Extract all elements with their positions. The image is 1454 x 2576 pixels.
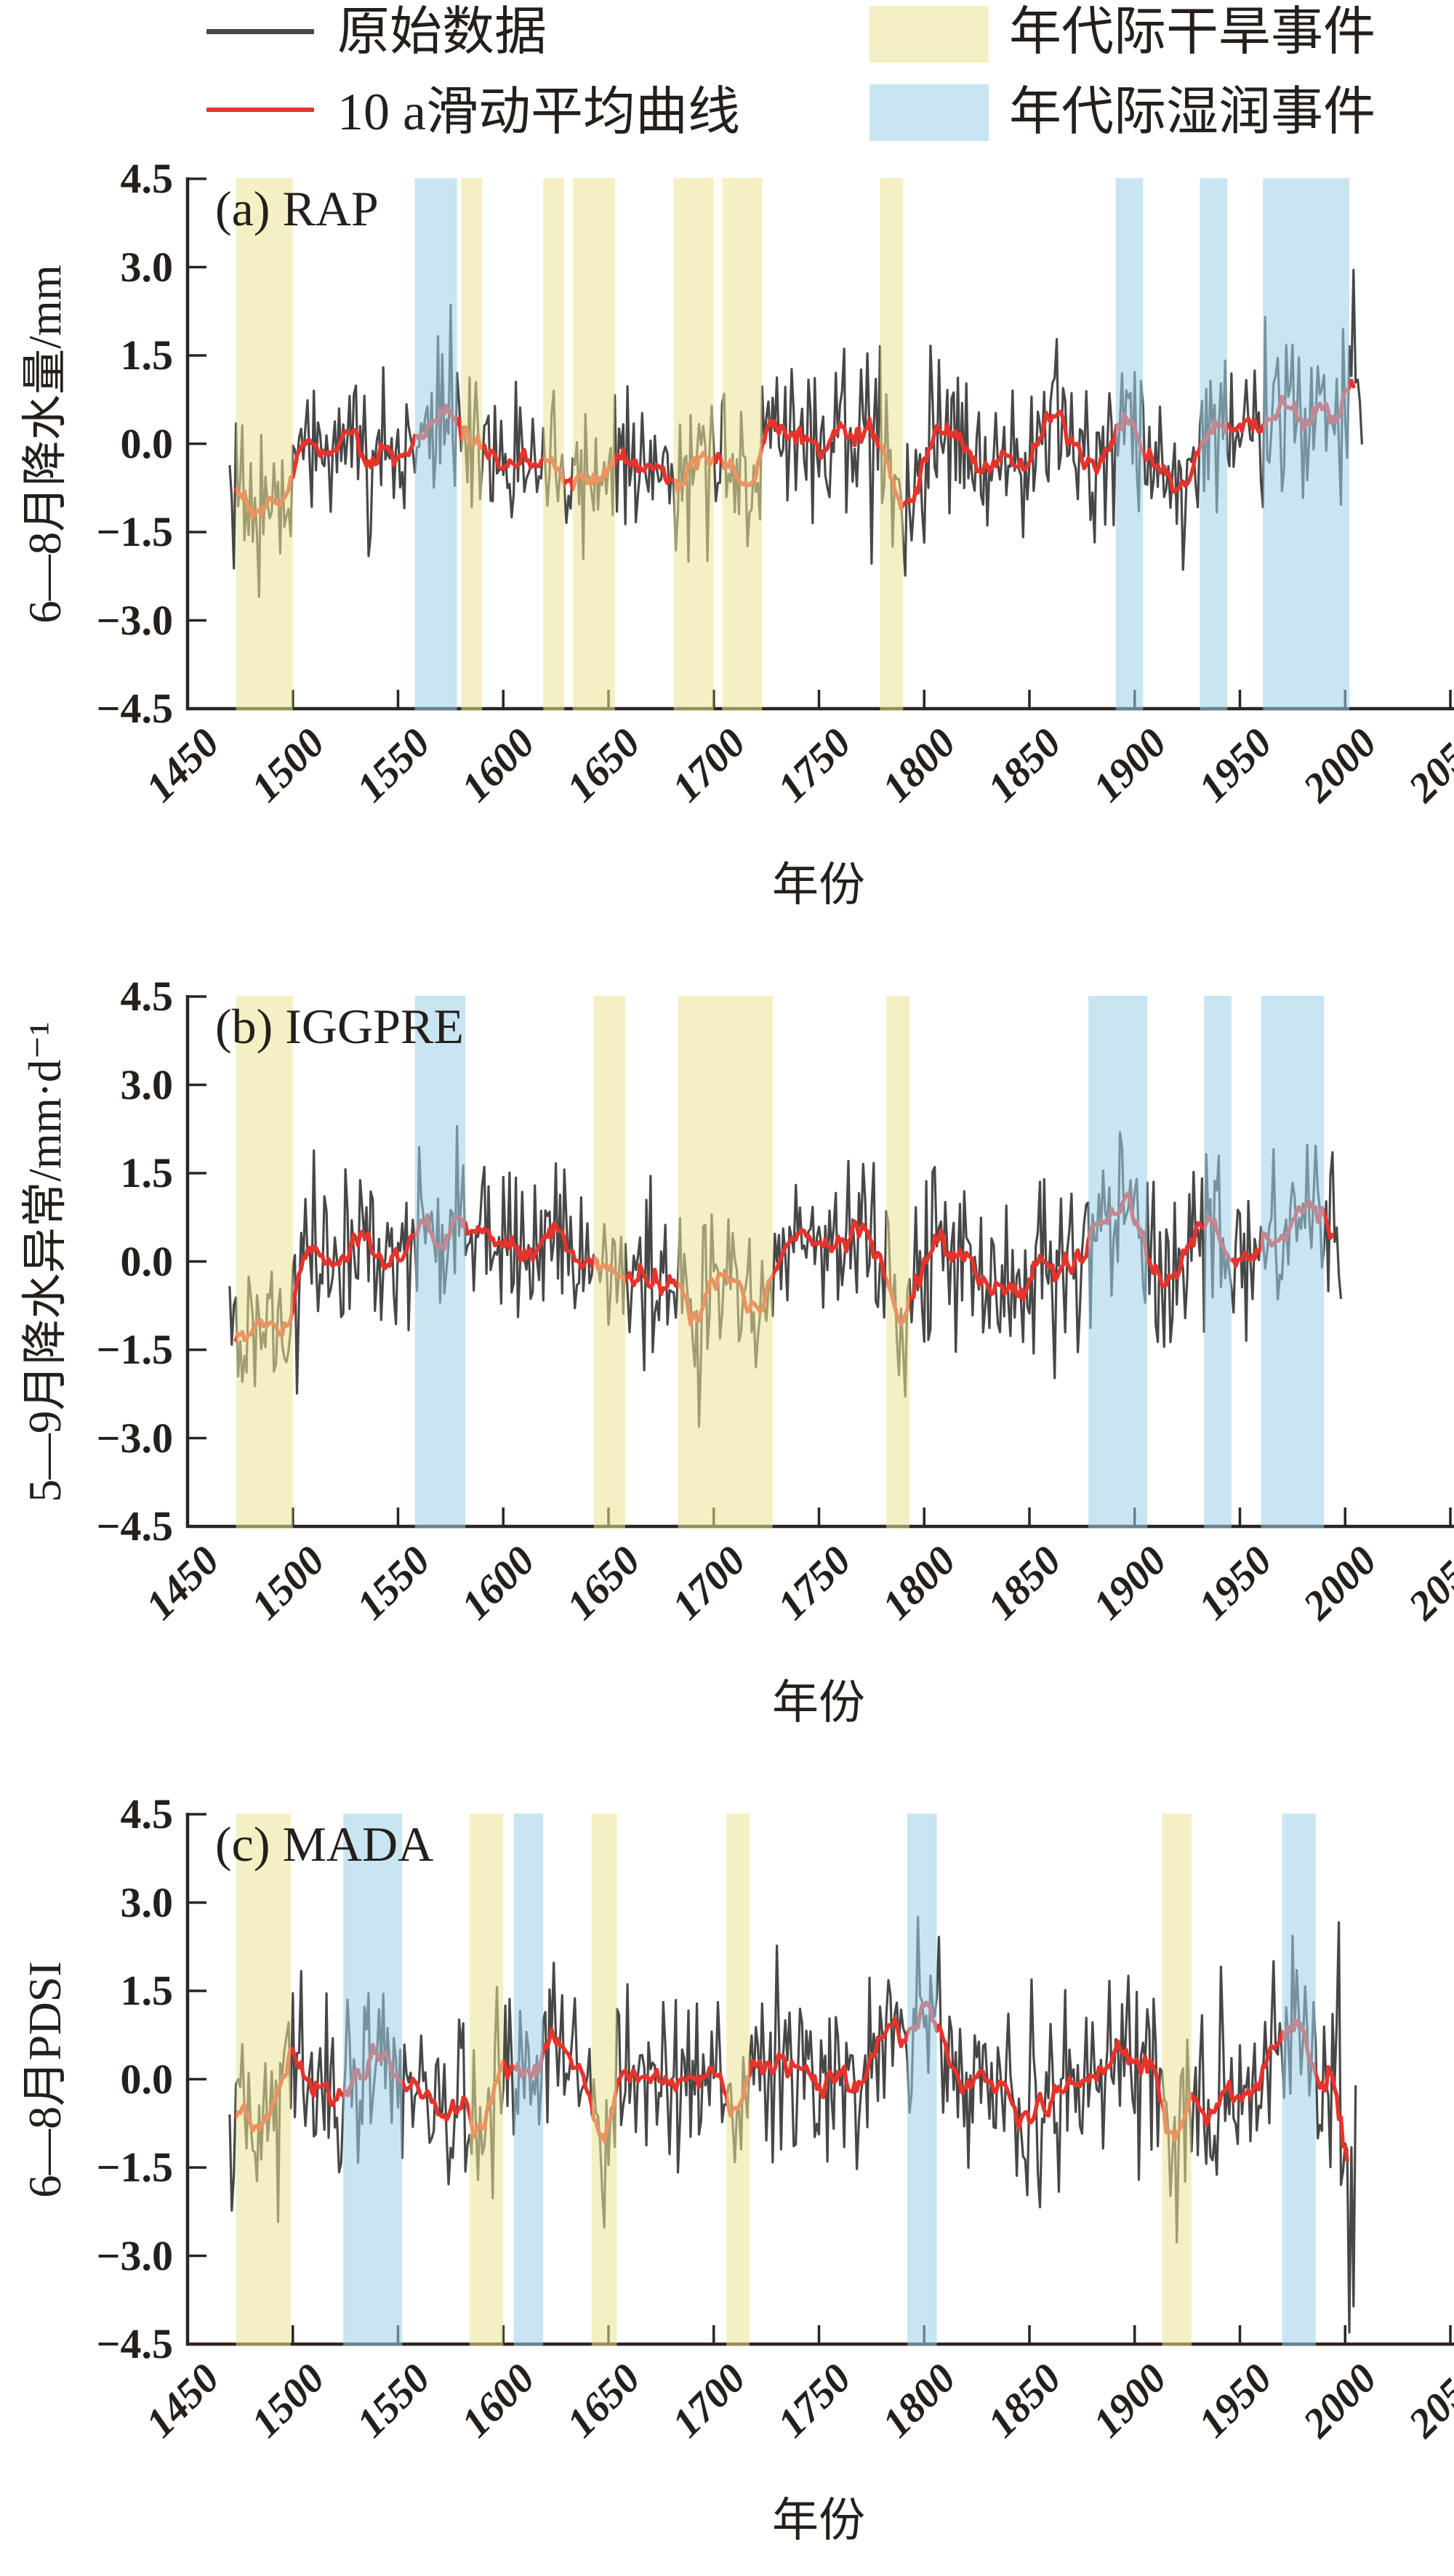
y-tick-label: 4.5 xyxy=(120,973,174,1020)
wet-event-band xyxy=(414,178,457,711)
panel-a-title: (a) RAP xyxy=(215,181,379,236)
wet-event-band xyxy=(1115,178,1144,711)
legend-wet-label: 年代际湿润事件 xyxy=(1009,83,1376,141)
panel-c-title: (c) MADA xyxy=(215,1816,434,1872)
y-tick-label: −4.5 xyxy=(96,2320,173,2367)
dry-event-band xyxy=(678,996,773,1529)
wet-event-band xyxy=(1261,996,1325,1529)
panel-b-x-axis-label: 年份 xyxy=(772,1677,865,1728)
y-tick-label: 1.5 xyxy=(120,1149,174,1196)
y-tick-label: 0.0 xyxy=(120,419,174,467)
wet-event-band xyxy=(1088,996,1148,1529)
y-tick-label: −4.5 xyxy=(96,1502,173,1550)
dry-event-band xyxy=(726,1814,750,2346)
y-tick-label: −1.5 xyxy=(96,2144,173,2191)
wet-event-band xyxy=(1204,996,1232,1529)
panel-b-title: (b) IGGPRE xyxy=(215,999,464,1054)
wet-event-band xyxy=(1263,178,1349,711)
dry-event-band xyxy=(1162,1814,1192,2346)
wet-event-band xyxy=(343,1814,403,2346)
y-tick-label: −3.0 xyxy=(96,596,173,644)
dry-event-band xyxy=(543,178,565,711)
panel-b xyxy=(185,995,1454,1529)
event-bands xyxy=(236,1814,1316,2346)
y-tick-label: 4.5 xyxy=(120,1790,174,1838)
wet-event-band xyxy=(414,996,466,1529)
dry-event-band xyxy=(469,1814,504,2346)
dry-event-band xyxy=(572,178,615,711)
wet-event-band xyxy=(907,1814,937,2346)
y-tick-label: −3.0 xyxy=(96,1414,173,1462)
legend-raw-label: 原始数据 xyxy=(337,3,547,61)
event-bands xyxy=(236,996,1325,1529)
legend-dry-label: 年代际干旱事件 xyxy=(1009,3,1376,61)
dry-event-band xyxy=(236,996,293,1529)
y-tick-label: 3.0 xyxy=(120,1060,174,1108)
y-tick-label: 0.0 xyxy=(120,2055,174,2103)
legend-dry-swatch xyxy=(869,6,989,63)
y-tick-label: −3.0 xyxy=(96,2231,173,2279)
y-tick-label: 4.5 xyxy=(120,155,174,202)
dry-event-band xyxy=(880,178,904,711)
wet-event-band xyxy=(1200,178,1228,711)
dry-event-band xyxy=(886,996,909,1529)
y-tick-label: 3.0 xyxy=(120,1878,174,1926)
y-tick-label: −4.5 xyxy=(96,685,173,732)
wet-event-band xyxy=(513,1814,544,2346)
dry-event-band xyxy=(722,178,763,711)
y-tick-label: −1.5 xyxy=(96,508,173,555)
dry-event-band xyxy=(591,1814,617,2346)
y-tick-label: 1.5 xyxy=(120,1967,174,2014)
legend-ma-line-swatch xyxy=(206,108,314,112)
panel-c xyxy=(185,1813,1454,2346)
event-bands xyxy=(236,178,1349,711)
y-tick-label: 0.0 xyxy=(120,1237,174,1285)
y-tick-label: −1.5 xyxy=(96,1326,173,1373)
dry-event-band xyxy=(236,1814,291,2346)
legend-ma-label: 10 a滑动平均曲线 xyxy=(337,83,740,141)
dry-event-band xyxy=(593,996,626,1529)
panel-a xyxy=(185,177,1454,711)
dry-event-band xyxy=(461,178,483,711)
y-tick-label: 1.5 xyxy=(120,331,174,379)
panel-c-x-axis-label: 年份 xyxy=(772,2495,865,2546)
legend-raw-line-swatch xyxy=(206,29,314,34)
panel-a-x-axis-label: 年份 xyxy=(772,859,865,911)
wet-event-band xyxy=(1282,1814,1316,2346)
dry-event-band xyxy=(673,178,714,711)
dry-event-band xyxy=(236,178,293,711)
legend-wet-swatch xyxy=(869,84,989,141)
y-tick-label: 3.0 xyxy=(120,243,174,291)
